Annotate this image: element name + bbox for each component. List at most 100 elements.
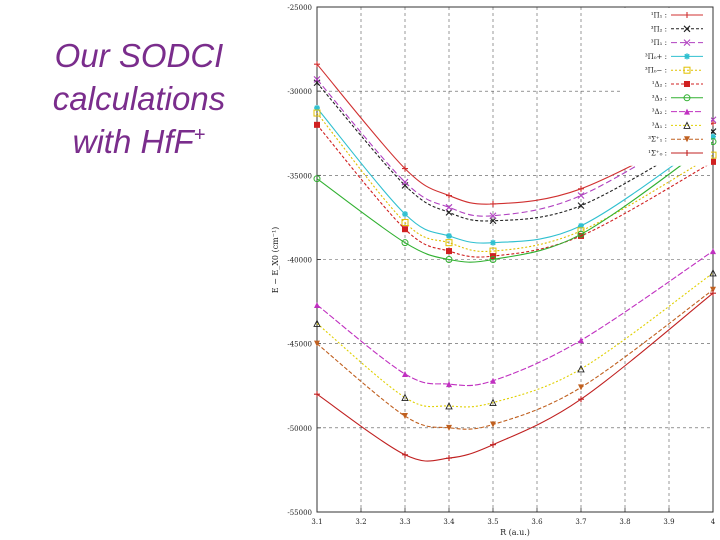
data-point: [401, 239, 409, 247]
y-tick-label: -40000: [287, 257, 312, 265]
data-point: [577, 202, 585, 210]
legend-label: ¹Σ⁺₀ :: [648, 150, 667, 158]
data-point: [445, 208, 453, 216]
legend-label: ³Σ⁺₁ :: [648, 136, 667, 144]
data-point: [710, 290, 716, 297]
legend-swatch-marker: [684, 53, 690, 60]
title-line-1: Our SODCI: [54, 37, 224, 74]
data-point: [577, 364, 585, 373]
series-line: [316, 250, 714, 387]
data-point: [578, 222, 584, 229]
data-point: [709, 268, 717, 277]
legend-swatch-marker: [683, 121, 691, 129]
series-line: [316, 272, 714, 408]
data-point: [314, 105, 320, 111]
data-point: [402, 370, 408, 377]
y-tick-label: -55000: [287, 509, 312, 517]
x-tick-label: 3.3: [399, 518, 410, 526]
data-point: [314, 61, 320, 68]
data-point: [401, 393, 409, 401]
data-point: [401, 218, 409, 226]
x-tick-label: 3.5: [487, 518, 498, 526]
legend-swatch-marker: [684, 108, 690, 115]
legend-swatch-marker: [684, 150, 690, 156]
x-tick-label: 3.2: [355, 518, 366, 526]
axis-ticks: 3.1 3.2 3.3 3.4 3.5 3.6 3.7 3.8 3.9 4 -25000 -30000…: [287, 4, 715, 526]
data-point: [577, 230, 585, 238]
data-point: [490, 421, 496, 428]
data-point: [445, 203, 453, 211]
data-point: [446, 381, 452, 388]
data-point: [402, 211, 408, 218]
series-line: [316, 141, 714, 263]
series-3: [313, 75, 717, 220]
data-point: [314, 121, 320, 128]
title-superscript-plus: +: [193, 124, 206, 146]
title-line-3-text: with HfF: [72, 123, 194, 160]
legend-label: ³Π₀− :: [645, 67, 667, 75]
data-point: [314, 391, 320, 398]
legend-swatch-marker: [683, 25, 691, 33]
data-point: [489, 398, 497, 407]
legend-label: ³Δ₁ :: [652, 122, 667, 130]
legend-label: ³Δ₃ :: [652, 94, 667, 102]
legend-swatch-marker: [684, 12, 690, 18]
y-tick-label: -50000: [287, 425, 312, 433]
legend-label: ¹Π₁ :: [651, 12, 667, 20]
legend-swatch-marker: [684, 81, 690, 87]
data-point: [578, 337, 584, 344]
data-point: [402, 413, 408, 420]
data-point: [446, 192, 452, 199]
data-point: [578, 384, 584, 391]
data-point: [577, 192, 585, 199]
series-4: [314, 105, 716, 246]
series-8: [314, 248, 716, 388]
x-tick-label: 3.8: [619, 518, 630, 526]
chart-legend: ¹Π₁ : ³Π₂ : ³Π₁ : ³Π₀+ : ³Π₀− : ¹Δ₂ : ³Δ₃ : ³Δ₂…: [623, 8, 711, 166]
data-point: [402, 451, 408, 458]
data-point: [578, 232, 584, 239]
data-point: [710, 248, 716, 255]
x-tick-label: 3.1: [311, 518, 322, 526]
data-point: [578, 396, 584, 403]
data-point: [402, 226, 408, 233]
title-line-2: calculations: [52, 80, 226, 117]
data-point: [401, 178, 409, 186]
y-tick-label: -30000: [287, 88, 312, 96]
data-point: [489, 212, 497, 220]
title-line-3: with HfF+: [8, 120, 270, 163]
data-point: [445, 239, 453, 247]
data-point: [313, 75, 321, 83]
x-tick-label: 4: [711, 518, 716, 526]
data-point: [710, 286, 716, 293]
y-tick-label: -25000: [287, 4, 312, 12]
data-point: [313, 175, 321, 183]
legend-label: ³Π₀+ :: [645, 53, 667, 61]
data-point: [490, 200, 496, 207]
data-point: [490, 441, 496, 448]
data-point: [314, 340, 320, 347]
x-tick-label: 3.7: [575, 518, 586, 526]
y-tick-label: -45000: [287, 341, 312, 349]
data-point: [710, 133, 716, 140]
series-1: [314, 61, 716, 207]
data-point: [445, 256, 453, 263]
y-axis-label: E − E_X0 (cm⁻¹): [271, 227, 280, 294]
series-9: [313, 268, 717, 410]
legend-label: ³Π₂ :: [651, 25, 667, 33]
data-point: [490, 377, 496, 384]
y-tick-label: -35000: [287, 172, 312, 180]
series-line: [316, 289, 714, 430]
legend-label: ³Δ₂ :: [652, 108, 667, 116]
x-tick-label: 3.4: [443, 518, 455, 526]
x-tick-label: 3.9: [663, 518, 674, 526]
x-tick-label: 3.6: [531, 518, 543, 526]
series-7: [313, 138, 717, 263]
data-point: [490, 239, 496, 246]
data-point: [313, 319, 321, 327]
legend-swatch-marker: [683, 39, 691, 46]
series-line: [316, 82, 714, 222]
series-line: [316, 63, 714, 205]
legend-background: [623, 8, 711, 166]
series-line: [316, 292, 714, 462]
